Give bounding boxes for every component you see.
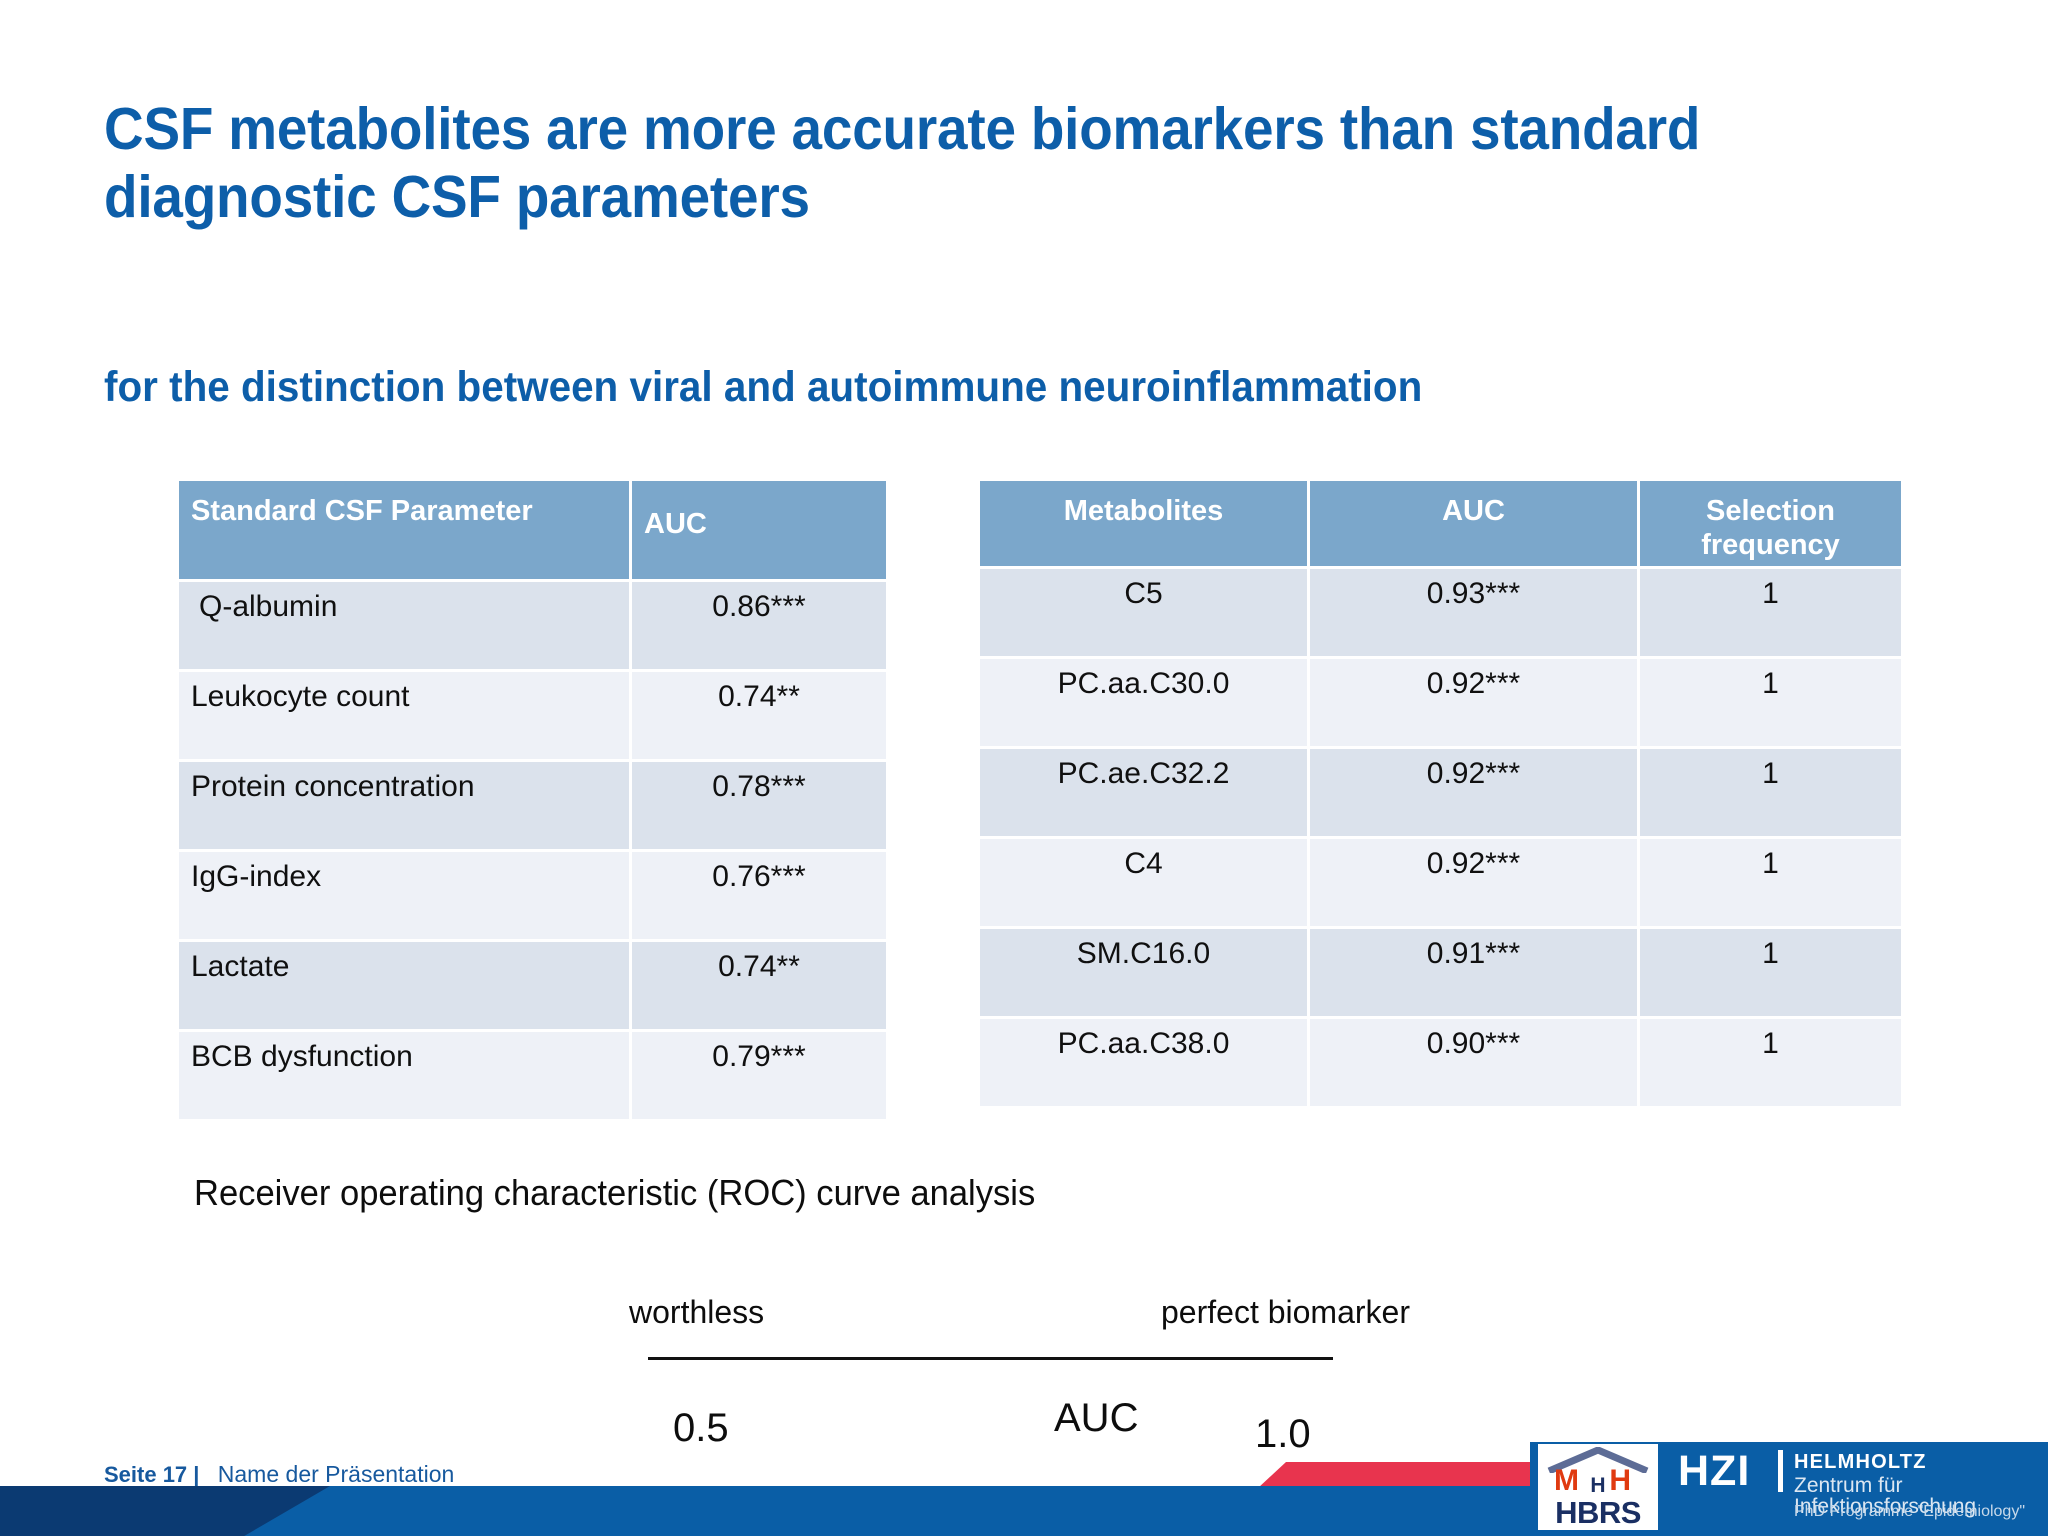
footer-presentation-name: Name der Präsentation — [217, 1461, 455, 1487]
mhh-letters-mh: M H — [1554, 1464, 1642, 1497]
table-row: Leukocyte count 0.74** — [179, 672, 886, 759]
slide-subtitle: for the distinction between viral and au… — [104, 363, 1423, 411]
metabolites-table: Metabolites AUC Selection frequency C5 0… — [977, 478, 1904, 1109]
cell-metabolite: SM.C16.0 — [980, 929, 1307, 1016]
cell-auc: 0.92*** — [1310, 749, 1637, 836]
column-header-auc: AUC — [632, 481, 886, 579]
logo-block: M H H HBRS HZI HELMHOLTZ Zentrum für Inf… — [1530, 1442, 2048, 1536]
cell-auc: 0.92*** — [1310, 659, 1637, 746]
hzi-institute-label: Zentrum für Infektionsforschung — [1794, 1474, 1977, 1518]
cell-selection-frequency: 1 — [1640, 839, 1901, 926]
table-row: PC.aa.C30.0 0.92*** 1 — [980, 659, 1901, 746]
mhh-letters-hbrs: HBRS — [1555, 1495, 1641, 1530]
cell-auc: 0.90*** — [1310, 1019, 1637, 1106]
cell-auc: 0.76*** — [632, 852, 886, 939]
hzi-helmholtz-label: HELMHOLTZ — [1794, 1451, 1927, 1473]
cell-auc: 0.93*** — [1310, 569, 1637, 656]
scale-label-worthless: worthless — [629, 1294, 765, 1330]
cell-metabolite: PC.aa.C38.0 — [980, 1019, 1307, 1106]
cell-metabolite: PC.aa.C30.0 — [980, 659, 1307, 746]
table-row: Lactate 0.74** — [179, 942, 886, 1029]
column-header-standard-csf-parameter: Standard CSF Parameter — [179, 481, 629, 579]
table-row: C4 0.92*** 1 — [980, 839, 1901, 926]
auc-scale-line — [648, 1357, 1333, 1360]
scale-value-max: 1.0 — [1255, 1412, 1311, 1456]
cell-selection-frequency: 1 — [1640, 569, 1901, 656]
hzi-programme-label: PhD Programme "Epidemiology" — [1794, 1503, 2026, 1520]
slide-title: CSF metabolites are more accurate biomar… — [104, 96, 1701, 230]
cell-auc: 0.74** — [632, 942, 886, 1029]
table-row: PC.aa.C38.0 0.90*** 1 — [980, 1019, 1901, 1106]
cell-auc: 0.92*** — [1310, 839, 1637, 926]
cell-parameter: Protein concentration — [179, 762, 629, 849]
table-header-row: Metabolites AUC Selection frequency — [980, 481, 1901, 566]
hzi-abbreviation: HZI — [1678, 1447, 1751, 1495]
cell-metabolite: C4 — [980, 839, 1307, 926]
cell-parameter: Lactate — [179, 942, 629, 1029]
column-header-auc: AUC — [1310, 481, 1637, 566]
hzi-divider — [1778, 1450, 1783, 1492]
footer-page-info: Seite 17 | Name der Präsentation — [104, 1461, 454, 1488]
cell-auc: 0.78*** — [632, 762, 886, 849]
table-row: BCB dysfunction 0.79*** — [179, 1032, 886, 1119]
table-row: Protein concentration 0.78*** — [179, 762, 886, 849]
mhh-roof-icon — [1547, 1447, 1649, 1473]
mhh-letter-middle-h: H — [1590, 1474, 1606, 1497]
cell-auc: 0.79*** — [632, 1032, 886, 1119]
table-row: SM.C16.0 0.91*** 1 — [980, 929, 1901, 1016]
cell-parameter: Q-albumin — [179, 582, 629, 669]
column-header-metabolites: Metabolites — [980, 481, 1307, 566]
table-header-row: Standard CSF Parameter AUC — [179, 481, 886, 579]
cell-auc: 0.91*** — [1310, 929, 1637, 1016]
cell-parameter: Leukocyte count — [179, 672, 629, 759]
standard-csf-parameter-table: Standard CSF Parameter AUC Q-albumin 0.8… — [176, 478, 889, 1122]
scale-axis-label: AUC — [1054, 1396, 1139, 1440]
table-row: C5 0.93*** 1 — [980, 569, 1901, 656]
cell-metabolite: PC.ae.C32.2 — [980, 749, 1307, 836]
cell-selection-frequency: 1 — [1640, 749, 1901, 836]
cell-parameter: IgG-index — [179, 852, 629, 939]
cell-auc: 0.74** — [632, 672, 886, 759]
roc-analysis-caption: Receiver operating characteristic (ROC) … — [194, 1172, 1036, 1213]
footer-page-number: Seite 17 | — [104, 1462, 200, 1487]
cell-metabolite: C5 — [980, 569, 1307, 656]
scale-value-min: 0.5 — [673, 1406, 729, 1450]
cell-selection-frequency: 1 — [1640, 659, 1901, 746]
cell-auc: 0.86*** — [632, 582, 886, 669]
mhh-hbrs-logo: M H H HBRS — [1538, 1444, 1658, 1530]
cell-selection-frequency: 1 — [1640, 1019, 1901, 1106]
table-row: IgG-index 0.76*** — [179, 852, 886, 939]
cell-parameter: BCB dysfunction — [179, 1032, 629, 1119]
column-header-selection-frequency: Selection frequency — [1640, 481, 1901, 566]
scale-label-perfect-biomarker: perfect biomarker — [1161, 1294, 1410, 1330]
cell-selection-frequency: 1 — [1640, 929, 1901, 1016]
table-row: PC.ae.C32.2 0.92*** 1 — [980, 749, 1901, 836]
table-row: Q-albumin 0.86*** — [179, 582, 886, 669]
